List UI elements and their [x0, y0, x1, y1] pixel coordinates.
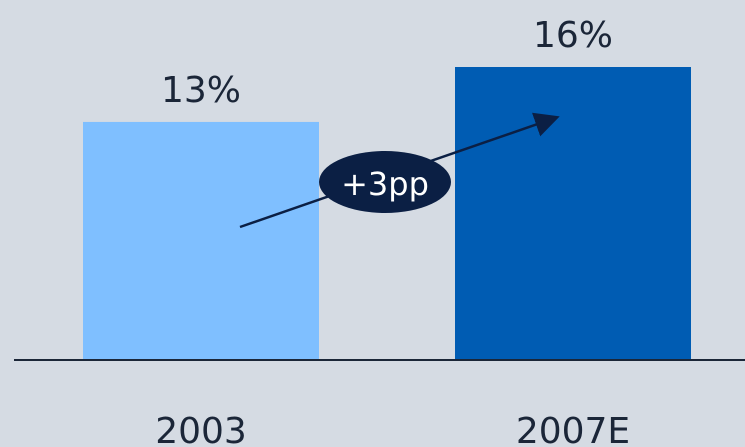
- bar-2007E: [455, 67, 691, 360]
- change-badge: [319, 151, 451, 213]
- value-label-2007E: 16%: [533, 15, 613, 56]
- value-label-2003: 13%: [161, 70, 241, 111]
- category-label-2003: 2003: [155, 411, 247, 447]
- category-label-2007E: 2007E: [516, 411, 630, 447]
- change-badge-label: +3pp: [341, 165, 429, 203]
- bars-group: 13% 2003 16% 2007E: [83, 15, 691, 447]
- bar-2003: [83, 121, 319, 360]
